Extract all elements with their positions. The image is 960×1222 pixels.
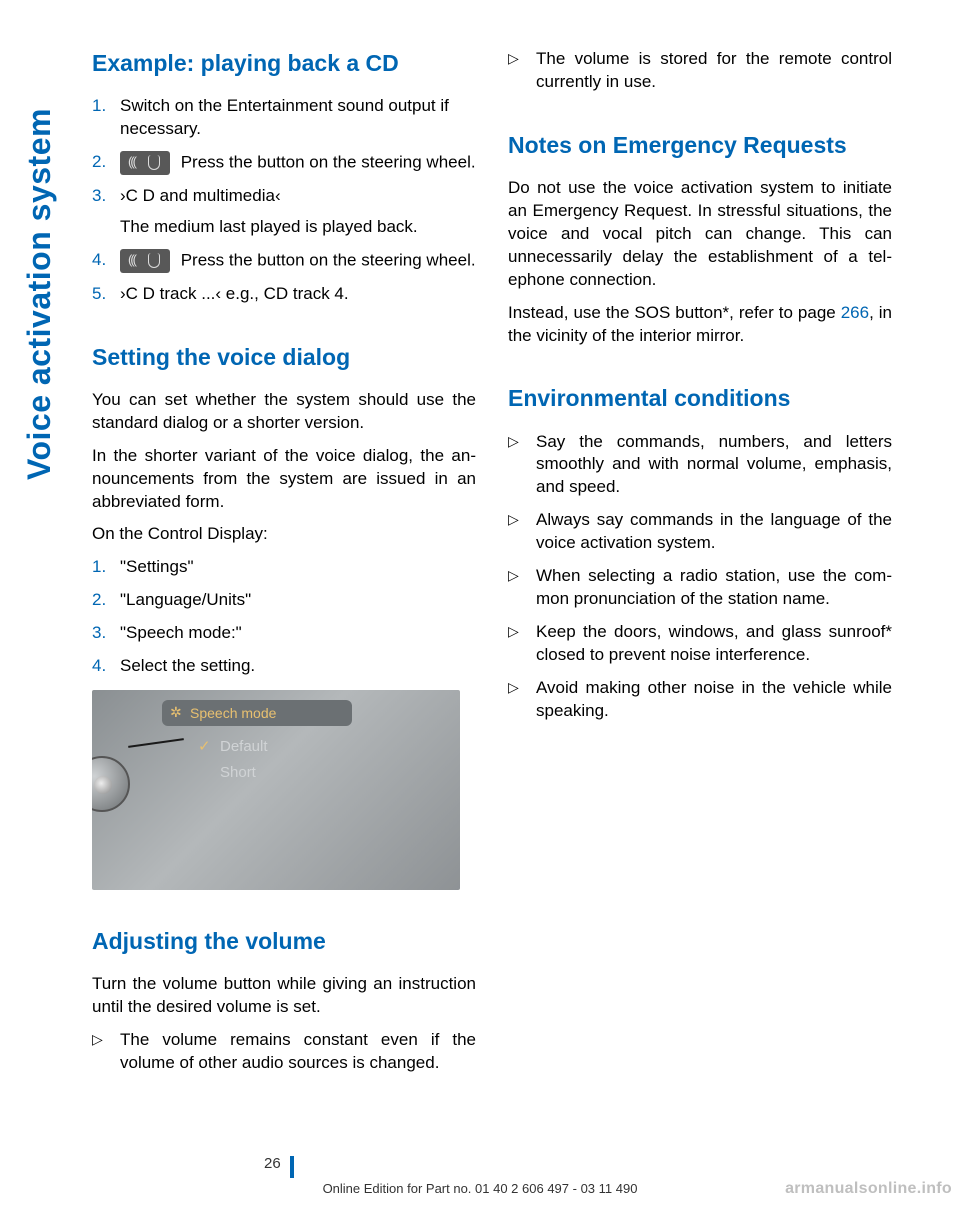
- pointer-line-icon: [128, 738, 184, 748]
- idrive-knob-icon: [92, 756, 130, 812]
- env-item-4: Keep the doors, windows, and glass sun­r…: [508, 621, 892, 667]
- volume-note-2: The volume is stored for the remote cont…: [508, 48, 892, 94]
- emergency-p2: Instead, use the SOS button*, refer to p…: [508, 302, 892, 348]
- step-3-command: ›C D and multimedia‹: [120, 186, 281, 205]
- screenshot-title: Speech mode: [162, 700, 352, 726]
- settings-step-4: Select the setting.: [92, 655, 476, 678]
- screenshot-menu: Default Short: [192, 734, 268, 786]
- settings-step-1: "Settings": [92, 556, 476, 579]
- voice-dialog-p3: On the Control Display:: [92, 523, 476, 546]
- page-number: 26: [264, 1154, 281, 1174]
- heading-voice-dialog: Setting the voice dialog: [92, 342, 476, 373]
- env-item-3: When selecting a radio station, use the …: [508, 565, 892, 611]
- env-item-1: Say the commands, numbers, and letters s…: [508, 431, 892, 500]
- voice-button-icon: [120, 249, 170, 273]
- voice-button-icon: [120, 151, 170, 175]
- page-content: Example: playing back a CD Switch on the…: [92, 48, 892, 1085]
- emergency-p2a: Instead, use the SOS button*, refer to p…: [508, 303, 841, 322]
- volume-notes-list-cont: The volume is stored for the remote cont…: [508, 48, 892, 94]
- step-4: Press the button on the steering wheel.: [92, 249, 476, 273]
- volume-notes-list: The volume remains constant even if the …: [92, 1029, 476, 1075]
- chapter-side-title: Voice activation system: [18, 108, 61, 480]
- env-item-5: Avoid making other noise in the vehicle …: [508, 677, 892, 723]
- heading-adjusting-volume: Adjusting the volume: [92, 926, 476, 957]
- voice-dialog-p1: You can set whether the system should us…: [92, 389, 476, 435]
- volume-note-1: The volume remains constant even if the …: [92, 1029, 476, 1075]
- step-3: ›C D and multimedia‹ The medium last pla…: [92, 185, 476, 239]
- emergency-p1: Do not use the voice activation system t…: [508, 177, 892, 292]
- control-display-screenshot: Speech mode Default Short: [92, 690, 460, 890]
- watermark: armanualsonline.info: [787, 1178, 952, 1200]
- step-2-text: Press the button on the steering wheel.: [176, 152, 476, 171]
- environmental-list: Say the commands, numbers, and letters s…: [508, 431, 892, 723]
- volume-p1: Turn the volume button while giving an i…: [92, 973, 476, 1019]
- step-3-result: The medium last played is played back.: [120, 216, 476, 239]
- heading-environmental: Environmental conditions: [508, 383, 892, 414]
- heading-emergency: Notes on Emergency Requests: [508, 130, 892, 161]
- example-steps-list: Switch on the Entertainment sound output…: [92, 95, 476, 306]
- step-1: Switch on the Entertainment sound output…: [92, 95, 476, 141]
- right-column: The volume is stored for the remote cont…: [508, 48, 892, 1085]
- settings-steps-list: "Settings" "Language/Units" "Speech mode…: [92, 556, 476, 678]
- step-2: Press the button on the steering wheel.: [92, 151, 476, 175]
- menu-option-short: Short: [192, 760, 268, 786]
- step-5: ›C D track ...‹ e.g., CD track 4.: [92, 283, 476, 306]
- page-link-266[interactable]: 266: [841, 303, 869, 322]
- page-number-bar-icon: [290, 1156, 294, 1178]
- settings-step-2: "Language/Units": [92, 589, 476, 612]
- menu-option-default: Default: [192, 734, 268, 760]
- left-column: Example: playing back a CD Switch on the…: [92, 48, 476, 1085]
- voice-dialog-p2: In the shorter variant of the voice dial…: [92, 445, 476, 514]
- watermark-text: armanualsonline.info: [785, 1180, 952, 1197]
- env-item-2: Always say commands in the language of t…: [508, 509, 892, 555]
- step-4-text: Press the button on the steering wheel.: [176, 250, 476, 269]
- heading-example-cd: Example: playing back a CD: [92, 48, 476, 79]
- settings-step-3: "Speech mode:": [92, 622, 476, 645]
